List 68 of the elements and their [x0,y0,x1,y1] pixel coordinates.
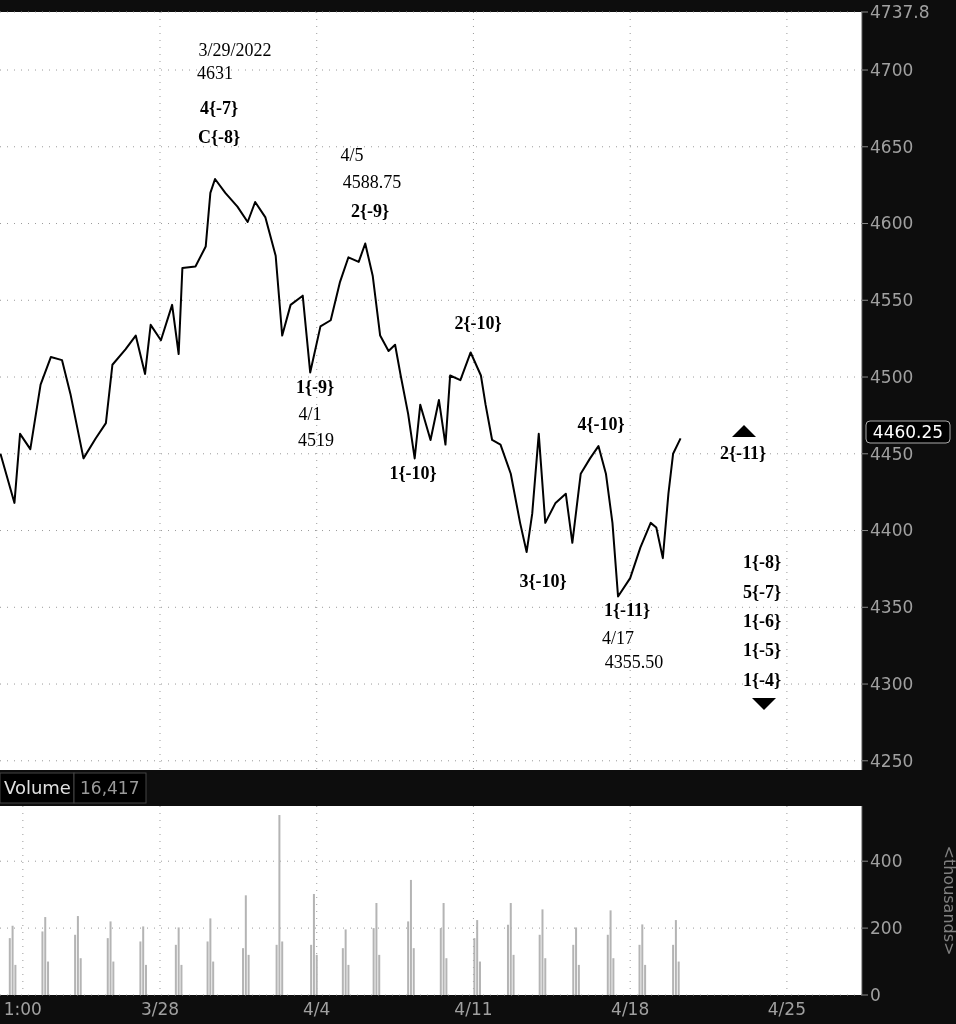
x-tick-label: 1:00 [3,999,42,1019]
annotation: 1{-10} [389,463,437,484]
annotation: 4/5 [340,145,364,166]
bar [278,815,281,995]
y-axis-title: <thousands> [940,845,956,956]
bar [109,921,112,995]
y-tick-label: 4250 [870,750,914,771]
annotation: 1{-4} [742,670,782,691]
annotation: 1{-9} [295,377,335,398]
annotation: 4631 [197,63,233,84]
annotation: 4{-7} [199,98,239,119]
x-tick-label: 4/18 [611,999,650,1019]
x-tick-label: 4/11 [454,999,493,1019]
bar [442,903,445,995]
bar [541,909,544,995]
bar [375,903,378,995]
bar [76,916,79,995]
annotation: 2{-11} [719,443,767,464]
y-tick-label: 4350 [870,597,914,618]
y-tick-label: 4400 [870,520,914,541]
bar [674,920,677,995]
y-tick-label: 400 [870,851,903,872]
annotation: 3/29/2022 [198,40,272,61]
y-tick-label: 4550 [870,290,914,311]
y-tick-label: 4650 [870,136,914,157]
annotation: 4/17 [601,628,635,649]
y-tick-label: 4500 [870,366,914,387]
bar [609,910,612,995]
bar [641,924,644,995]
annotation: 4588.75 [342,172,402,193]
annotation: 1{-8} [742,552,782,573]
y-tick-label: 4450 [870,443,914,464]
annotation: C{-8} [197,127,241,148]
chart-title: Volume [4,777,71,799]
bar [244,895,247,995]
annotation: 4519 [298,430,334,451]
bar [209,918,212,995]
bar [476,920,479,995]
text: 4460.25 [872,421,944,442]
y-tick-label: 200 [870,918,903,939]
y-tick-label: 0 [870,984,881,1005]
annotation: 1{-5} [742,640,782,661]
bar [409,879,412,995]
y-tick-label: 4300 [870,673,914,694]
bar [177,927,180,995]
y-tick-label: 4600 [870,213,914,234]
y-tick-label: 4737.8 [870,1,930,22]
annotation: 2{-10} [454,313,502,334]
bar [142,926,145,995]
bar [44,917,47,995]
y-tick-label: 4700 [870,59,914,80]
bar [344,929,347,995]
bar [312,893,315,995]
annotation: 5{-7} [742,582,782,603]
annotation: 4355.50 [604,652,664,673]
x-tick-label: 3/28 [140,999,180,1019]
x-tick-label: 4/4 [303,999,331,1019]
x-tick-label: 4/25 [767,999,806,1019]
annotation: 4/1 [298,404,322,425]
bar [11,925,14,995]
annotation: 4{-10} [577,414,625,435]
text: 16,417 [80,777,140,798]
annotation: 2{-9} [350,201,390,222]
annotation: 1{-11} [603,600,651,621]
annotation: 3{-10} [519,571,567,592]
annotation: 1{-6} [742,611,782,632]
bar [509,903,512,995]
bar [575,927,578,995]
